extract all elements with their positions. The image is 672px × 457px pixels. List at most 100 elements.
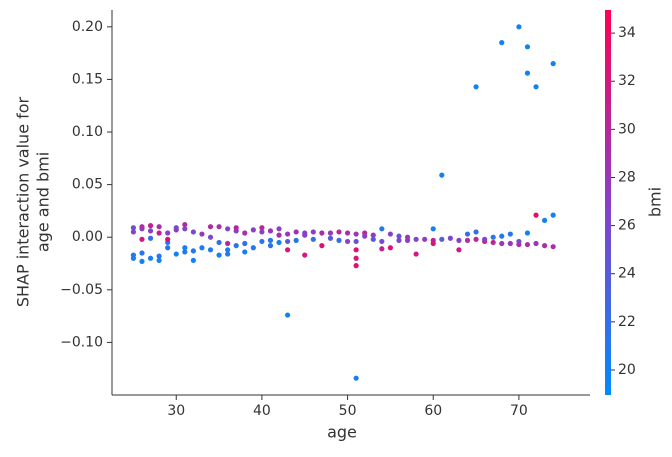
point <box>541 243 548 249</box>
point <box>165 230 171 236</box>
point <box>190 229 196 235</box>
point <box>182 249 188 255</box>
point <box>310 236 316 242</box>
point <box>344 230 351 236</box>
point <box>285 231 291 237</box>
point <box>267 228 274 234</box>
point <box>456 247 462 253</box>
colorbar-tick-label: 26 <box>618 218 636 234</box>
point <box>524 241 531 248</box>
point <box>387 245 394 251</box>
point <box>207 234 214 240</box>
point <box>147 255 154 261</box>
point <box>173 251 179 257</box>
point <box>216 239 222 246</box>
colorbar-label: bmi <box>646 187 665 217</box>
point <box>267 243 274 249</box>
point <box>147 223 154 229</box>
point <box>336 237 342 243</box>
point <box>353 255 359 261</box>
point <box>430 240 436 247</box>
point <box>139 250 145 256</box>
point <box>190 257 196 263</box>
point <box>242 230 248 236</box>
point <box>396 237 402 243</box>
point <box>353 263 359 269</box>
point <box>379 246 385 252</box>
x-tick-label: 70 <box>510 403 528 419</box>
y-tick-label: −0.05 <box>60 282 103 298</box>
point <box>533 212 539 218</box>
point <box>379 226 385 232</box>
point <box>533 240 539 247</box>
point <box>156 230 162 236</box>
point <box>165 245 171 251</box>
point <box>182 221 188 228</box>
point <box>430 226 436 232</box>
point <box>464 237 471 243</box>
point <box>473 229 479 235</box>
point <box>225 247 231 253</box>
y-tick-label: 0.15 <box>72 71 103 87</box>
point <box>396 233 402 239</box>
point <box>353 375 359 381</box>
point <box>216 224 222 230</box>
colorbar-tick-label: 30 <box>618 121 636 137</box>
point <box>182 226 188 232</box>
colorbar-tick-label: 24 <box>618 266 636 282</box>
point <box>293 229 299 235</box>
point <box>267 237 274 243</box>
point <box>507 240 513 247</box>
colorbar-tick-label: 22 <box>618 314 636 330</box>
point <box>182 245 188 251</box>
point <box>225 251 231 257</box>
point <box>541 217 548 223</box>
point <box>302 230 308 236</box>
point <box>353 238 359 245</box>
point <box>250 227 256 233</box>
point <box>370 232 376 238</box>
point <box>490 234 496 240</box>
point <box>456 237 462 243</box>
point <box>130 225 137 231</box>
point <box>302 252 308 258</box>
point <box>439 236 445 242</box>
y-axis-label: age and bmi <box>34 152 53 252</box>
point <box>464 231 471 237</box>
point <box>490 239 496 246</box>
point <box>173 225 179 231</box>
point <box>319 230 325 236</box>
point <box>336 229 342 235</box>
point <box>507 231 513 237</box>
point <box>207 247 214 253</box>
point <box>516 24 522 30</box>
point <box>225 226 231 232</box>
point <box>216 252 222 258</box>
point <box>225 240 231 247</box>
point <box>285 247 291 253</box>
point <box>233 243 239 249</box>
x-tick-label: 60 <box>424 403 442 419</box>
point <box>310 229 316 235</box>
point <box>533 84 539 90</box>
colorbar-tick-label: 28 <box>618 169 636 185</box>
point <box>439 172 445 178</box>
point <box>524 44 531 50</box>
x-axis-label: age <box>327 423 357 442</box>
point <box>130 229 137 235</box>
x-tick-label: 30 <box>167 403 185 419</box>
point <box>190 248 196 254</box>
point <box>362 233 368 239</box>
point <box>147 235 154 241</box>
point <box>233 225 239 231</box>
point <box>139 236 145 242</box>
point <box>550 61 556 67</box>
point <box>482 236 488 242</box>
y-tick-label: 0.00 <box>72 229 103 245</box>
point <box>139 224 145 230</box>
x-tick-label: 40 <box>253 403 271 419</box>
point <box>413 236 419 242</box>
point <box>499 240 505 247</box>
point <box>207 224 214 230</box>
